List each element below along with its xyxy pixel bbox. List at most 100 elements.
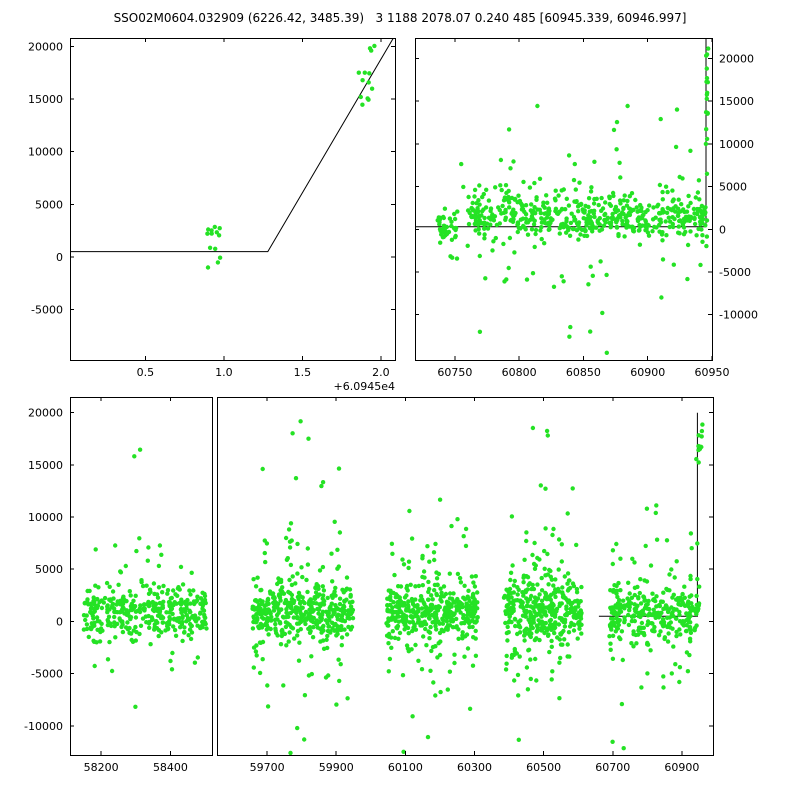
- data-point: [283, 624, 289, 630]
- data-point: [648, 648, 653, 653]
- data-point: [191, 599, 197, 604]
- data-point: [555, 635, 560, 640]
- data-point: [344, 575, 350, 580]
- data-point: [447, 596, 453, 601]
- data-point: [568, 324, 573, 330]
- data-point: [643, 598, 648, 603]
- data-point: [600, 310, 605, 316]
- data-point: [591, 225, 597, 230]
- data-point: [446, 606, 451, 611]
- data-point: [524, 665, 530, 670]
- data-point: [466, 618, 471, 624]
- data-point: [435, 582, 440, 587]
- data-point: [553, 206, 559, 211]
- data-point: [255, 615, 260, 621]
- data-point: [460, 633, 465, 638]
- data-point: [308, 597, 313, 602]
- data-point: [435, 619, 440, 625]
- data-point: [120, 620, 125, 625]
- data-point: [579, 584, 584, 590]
- data-point: [700, 233, 705, 238]
- data-point: [633, 632, 638, 638]
- data-point: [533, 227, 539, 233]
- data-point: [549, 627, 554, 632]
- data-point: [290, 600, 296, 605]
- data-point: [643, 218, 648, 223]
- data-point: [397, 630, 403, 636]
- data-point: [214, 230, 219, 235]
- data-point: [110, 589, 116, 594]
- data-point: [622, 606, 627, 611]
- data-point: [473, 653, 479, 658]
- data-point: [187, 588, 192, 593]
- data-point: [525, 599, 530, 604]
- data-point: [432, 588, 437, 593]
- data-point: [695, 211, 700, 217]
- x-tick-label: 60700: [595, 761, 630, 774]
- data-point: [445, 687, 450, 692]
- data-point: [572, 218, 577, 223]
- data-point: [674, 559, 679, 564]
- data-point: [660, 189, 665, 195]
- data-point: [156, 633, 161, 639]
- data-point: [295, 616, 300, 621]
- data-point: [281, 683, 286, 688]
- data-point: [610, 616, 616, 621]
- data-point: [688, 639, 693, 644]
- data-point: [471, 208, 477, 213]
- data-point: [667, 224, 672, 230]
- data-point: [451, 226, 457, 231]
- data-point: [297, 601, 303, 606]
- scatter-series: [435, 46, 711, 355]
- data-point: [477, 329, 483, 334]
- data-point: [473, 218, 479, 223]
- data-point: [670, 215, 675, 220]
- data-point: [206, 227, 211, 232]
- data-point: [198, 610, 203, 615]
- data-point: [338, 617, 343, 623]
- data-point: [297, 640, 302, 645]
- data-point: [258, 588, 263, 593]
- data-point: [524, 220, 529, 225]
- data-point: [545, 633, 551, 638]
- data-point: [680, 619, 685, 624]
- data-point: [561, 279, 566, 284]
- data-point: [472, 620, 477, 625]
- data-point: [404, 643, 410, 648]
- data-point: [692, 221, 698, 227]
- data-point: [445, 627, 450, 632]
- data-point: [188, 592, 193, 597]
- data-point: [330, 593, 336, 598]
- data-point: [455, 517, 460, 522]
- axes-frame: [70, 38, 396, 361]
- data-point: [539, 628, 544, 633]
- data-point: [666, 215, 671, 220]
- data-point: [696, 226, 701, 232]
- data-point: [538, 483, 543, 488]
- data-point: [552, 196, 558, 201]
- data-point: [491, 239, 496, 244]
- data-point: [530, 552, 535, 558]
- data-point: [438, 594, 444, 599]
- data-point: [524, 574, 529, 579]
- data-point: [404, 583, 410, 589]
- data-point: [588, 189, 594, 194]
- data-point: [329, 551, 334, 556]
- data-point: [688, 200, 693, 206]
- data-point: [524, 596, 529, 601]
- data-point: [107, 597, 112, 602]
- data-point: [588, 264, 593, 269]
- data-point: [688, 613, 693, 619]
- data-point: [508, 570, 514, 575]
- data-point: [217, 226, 222, 231]
- data-point: [337, 601, 343, 607]
- data-point: [445, 623, 451, 628]
- data-point: [504, 277, 509, 282]
- data-point: [266, 632, 271, 637]
- data-point: [482, 215, 487, 221]
- data-point: [337, 596, 343, 601]
- data-point: [625, 103, 630, 109]
- data-point: [620, 657, 625, 663]
- data-point: [700, 239, 705, 244]
- data-point: [704, 136, 710, 142]
